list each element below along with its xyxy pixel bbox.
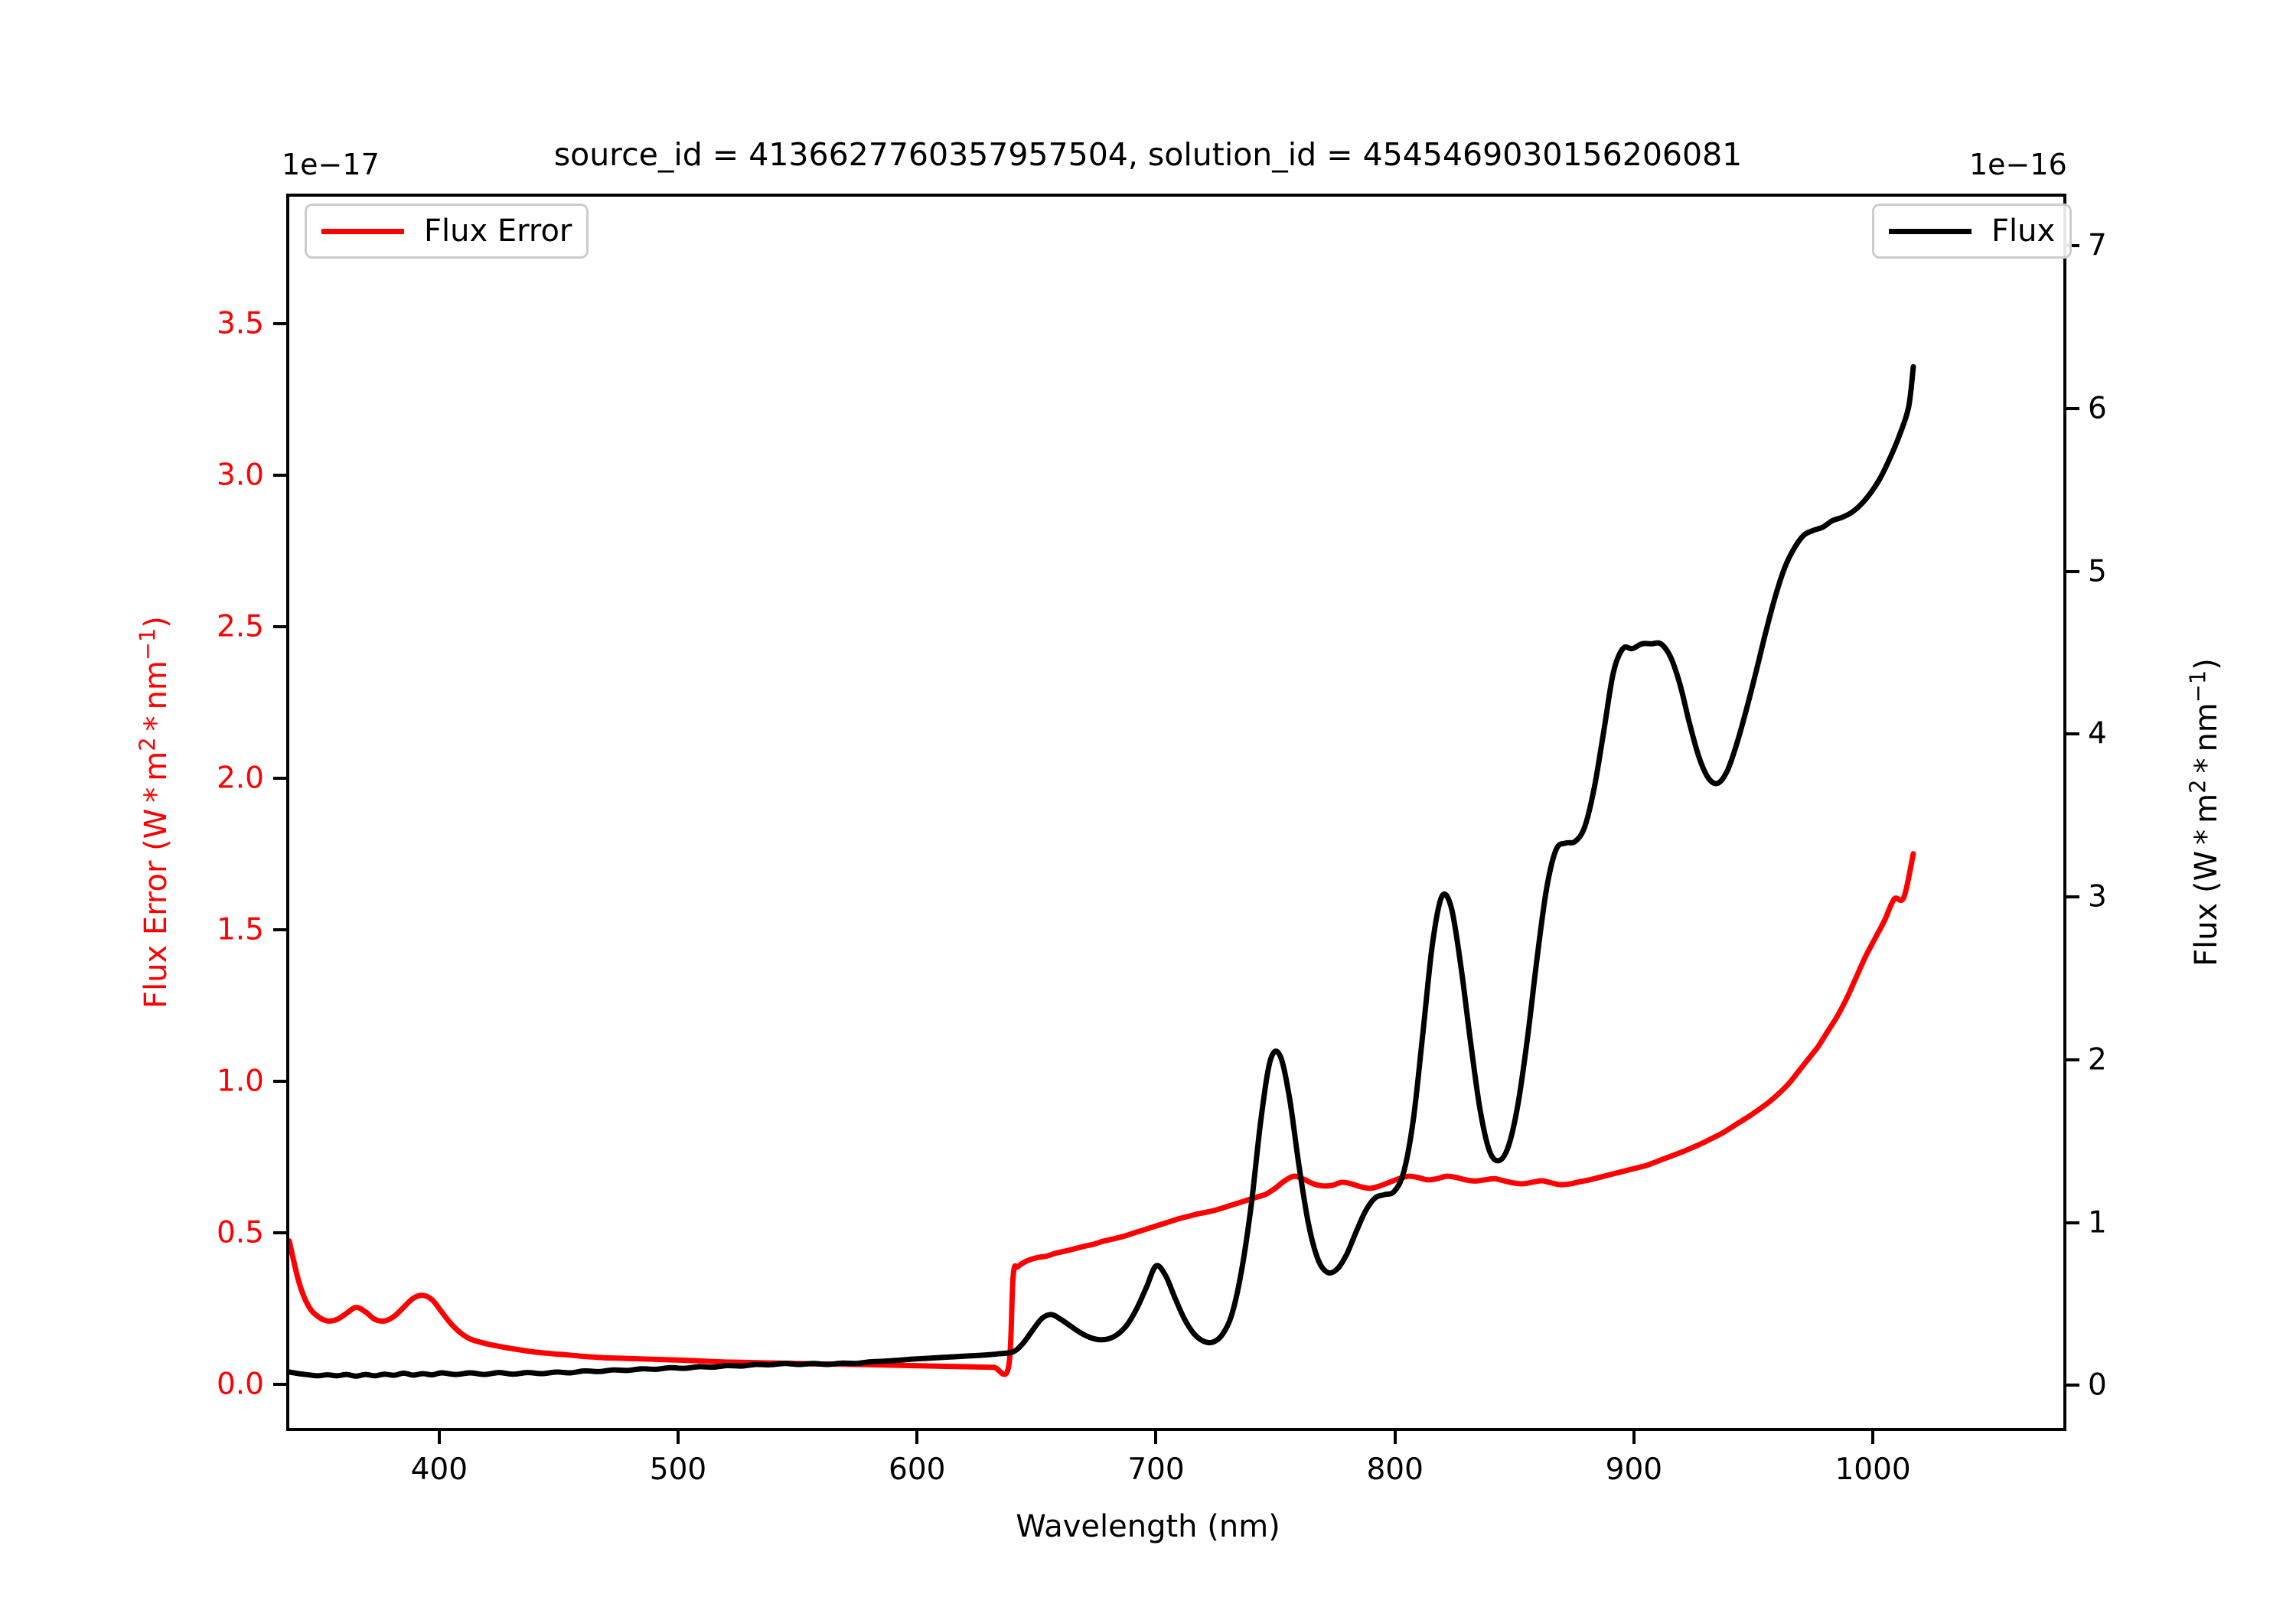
plot-canvas bbox=[289, 363, 1916, 1379]
y-axis-right-label-text: Flux (W * m2 * nm−1) bbox=[2185, 658, 2225, 966]
plot-axes-frame bbox=[286, 194, 2066, 1431]
legend-line-icon-flux bbox=[1889, 228, 1971, 234]
y-left-tick-2.0 bbox=[273, 776, 286, 780]
y-right-ticklabel-3: 3 bbox=[2088, 879, 2107, 914]
y-left-tick-2.5 bbox=[273, 625, 286, 629]
y-left-tick-1.5 bbox=[273, 927, 286, 931]
x-ticklabel-400: 400 bbox=[410, 1452, 468, 1487]
series-line-flux bbox=[289, 363, 1916, 1379]
y-left-tick-3.5 bbox=[273, 322, 286, 326]
x-axis-label: Wavelength (nm) bbox=[1016, 1509, 1280, 1544]
y-right-ticklabel-6: 6 bbox=[2088, 391, 2107, 426]
page-title: source_id = 4136627760357957504, solutio… bbox=[553, 136, 1743, 173]
y-right-tick-4 bbox=[2066, 732, 2079, 736]
y-axis-right-label: Flux (W * m2 * nm−1) bbox=[2185, 194, 2224, 1431]
y-left-tick-0.5 bbox=[273, 1231, 286, 1234]
x-ticklabel-600: 600 bbox=[889, 1452, 946, 1487]
right-axis-offset-text: 1e−16 bbox=[1969, 148, 2067, 181]
y-right-ticklabel-2: 2 bbox=[2088, 1042, 2107, 1077]
y-right-tick-6 bbox=[2066, 406, 2079, 410]
y-left-ticklabel-3.0: 3.0 bbox=[216, 458, 264, 493]
x-ticklabel-900: 900 bbox=[1605, 1452, 1663, 1487]
series-line-flux-error bbox=[289, 851, 1916, 1377]
legend-label-flux-error: Flux Error bbox=[424, 214, 572, 249]
y-axis-left-label: Flux Error (W * m2 * nm−1) bbox=[135, 194, 174, 1431]
y-left-tick-3.0 bbox=[273, 474, 286, 478]
y-left-ticklabel-3.5: 3.5 bbox=[216, 306, 264, 341]
legend-flux-error[interactable]: Flux Error bbox=[305, 204, 589, 259]
left-axis-offset-text: 1e−17 bbox=[282, 148, 380, 181]
y-left-ticklabel-1.0: 1.0 bbox=[216, 1064, 264, 1099]
x-tick-1000 bbox=[1871, 1431, 1875, 1444]
y-right-ticklabel-1: 1 bbox=[2088, 1205, 2107, 1240]
legend-flux[interactable]: Flux bbox=[1872, 204, 2073, 259]
y-left-ticklabel-2.5: 2.5 bbox=[216, 609, 264, 644]
x-tick-400 bbox=[437, 1431, 441, 1444]
y-right-tick-3 bbox=[2066, 895, 2079, 899]
x-ticklabel-800: 800 bbox=[1366, 1452, 1424, 1487]
y-left-tick-0.0 bbox=[273, 1382, 286, 1386]
y-left-ticklabel-0.0: 0.0 bbox=[216, 1367, 264, 1402]
x-ticklabel-1000: 1000 bbox=[1835, 1452, 1911, 1487]
y-right-ticklabel-5: 5 bbox=[2088, 554, 2107, 589]
x-tick-800 bbox=[1393, 1431, 1397, 1444]
y-axis-left-label-text: Flux Error (W * m2 * nm−1) bbox=[135, 616, 174, 1009]
x-tick-500 bbox=[677, 1431, 680, 1444]
x-ticklabel-500: 500 bbox=[649, 1452, 707, 1487]
y-right-tick-2 bbox=[2066, 1058, 2079, 1061]
y-right-ticklabel-0: 0 bbox=[2088, 1367, 2107, 1403]
y-left-ticklabel-0.5: 0.5 bbox=[216, 1215, 264, 1250]
y-left-ticklabel-2.0: 2.0 bbox=[216, 761, 264, 796]
x-ticklabel-700: 700 bbox=[1127, 1452, 1185, 1487]
x-tick-900 bbox=[1632, 1431, 1636, 1444]
y-left-tick-1.0 bbox=[273, 1079, 286, 1083]
y-right-ticklabel-7: 7 bbox=[2088, 228, 2107, 263]
y-right-ticklabel-4: 4 bbox=[2088, 716, 2107, 751]
legend-line-icon-flux-error bbox=[321, 228, 404, 234]
legend-label-flux: Flux bbox=[1991, 214, 2056, 249]
y-right-tick-7 bbox=[2066, 244, 2079, 248]
x-tick-700 bbox=[1154, 1431, 1158, 1444]
y-right-tick-0 bbox=[2066, 1384, 2079, 1387]
series-group bbox=[289, 363, 1916, 1379]
x-tick-600 bbox=[915, 1431, 919, 1444]
y-right-tick-1 bbox=[2066, 1221, 2079, 1224]
y-right-tick-5 bbox=[2066, 569, 2079, 573]
y-left-ticklabel-1.5: 1.5 bbox=[216, 912, 264, 947]
